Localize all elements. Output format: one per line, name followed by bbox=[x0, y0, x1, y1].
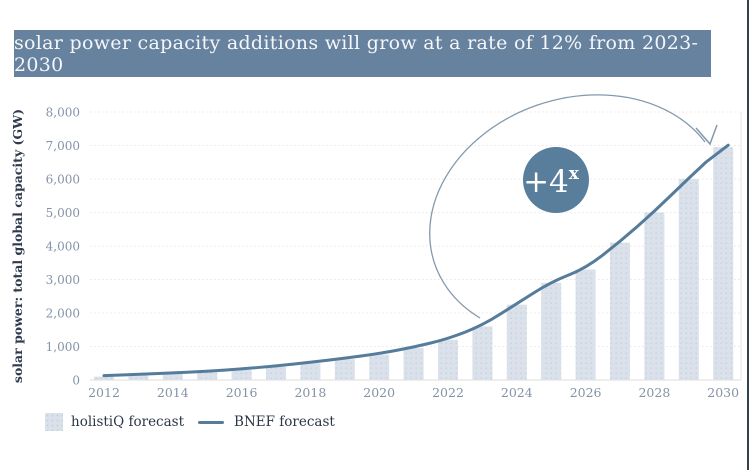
bar-2013 bbox=[128, 375, 149, 380]
x-tick-label: 2030 bbox=[707, 385, 739, 400]
y-tick-label: 6,000 bbox=[46, 173, 80, 187]
bar-2030 bbox=[713, 147, 734, 380]
growth-badge-circle bbox=[523, 147, 589, 213]
legend-item-holistiq: holistiQ forecast bbox=[45, 413, 184, 431]
x-tick-label: 2014 bbox=[157, 385, 189, 400]
bar-2023 bbox=[472, 326, 493, 380]
y-axis-title: solar power: total global capacity (GW) bbox=[10, 109, 25, 383]
x-tick-label: 2024 bbox=[501, 385, 533, 400]
bar-2024 bbox=[506, 304, 527, 380]
chart-svg: 0 1,000 2,000 3,000 4,000 5,000 6,000 7,000 8,00… bbox=[10, 94, 742, 400]
chart-area: 0 1,000 2,000 3,000 4,000 5,000 6,000 7,000 8,00… bbox=[0, 92, 752, 422]
window-right-border bbox=[747, 0, 749, 470]
chart-title-banner: solar power capacity additions will grow… bbox=[14, 30, 711, 77]
bar-2028 bbox=[644, 212, 665, 380]
chart-title: solar power capacity additions will grow… bbox=[14, 31, 699, 76]
x-tick-label: 2028 bbox=[638, 385, 670, 400]
growth-badge-label: +4x bbox=[523, 164, 580, 200]
y-tick-label: 1,000 bbox=[46, 340, 80, 354]
legend-item-bnef: BNEF forecast bbox=[198, 414, 335, 430]
bar-swatch-icon bbox=[45, 413, 63, 431]
bar-2014 bbox=[162, 373, 183, 380]
y-tick-label: 0 bbox=[72, 374, 80, 388]
bar-2026 bbox=[575, 269, 596, 380]
bnef-forecast-line bbox=[102, 143, 730, 378]
x-tick-label: 2016 bbox=[226, 385, 258, 400]
bar-2018 bbox=[300, 363, 321, 380]
x-tick-label: 2018 bbox=[294, 385, 326, 400]
x-tick-label: 2022 bbox=[432, 385, 464, 400]
legend-label-holistiq: holistiQ forecast bbox=[71, 414, 185, 430]
y-tick-label: 5,000 bbox=[46, 206, 80, 220]
bar-2027 bbox=[610, 242, 630, 380]
chart-legend: holistiQ forecast BNEF forecast bbox=[45, 413, 335, 431]
bar-2029 bbox=[678, 179, 699, 380]
y-tick-label: 4,000 bbox=[46, 240, 80, 254]
bar-2021 bbox=[403, 348, 424, 380]
bar-2019 bbox=[334, 359, 355, 380]
bar-2017 bbox=[266, 366, 286, 380]
bar-2015 bbox=[197, 372, 218, 380]
bar-2012 bbox=[94, 376, 114, 380]
bar-2025 bbox=[541, 282, 562, 380]
bar-2022 bbox=[438, 339, 458, 380]
arrowhead-icon bbox=[695, 124, 718, 146]
bar-2020 bbox=[369, 354, 390, 380]
growth-arc-annotation bbox=[429, 94, 706, 319]
line-swatch-icon bbox=[198, 420, 225, 424]
y-tick-label: 3,000 bbox=[46, 273, 80, 287]
y-tick-label: 7,000 bbox=[46, 139, 80, 153]
x-tick-label: 2012 bbox=[88, 385, 120, 400]
legend-label-bnef: BNEF forecast bbox=[234, 414, 335, 430]
x-tick-label: 2020 bbox=[363, 385, 395, 400]
y-tick-label: 2,000 bbox=[46, 307, 80, 321]
y-tick-label: 8,000 bbox=[46, 106, 80, 120]
x-tick-label: 2026 bbox=[570, 385, 602, 400]
bar-2016 bbox=[231, 369, 252, 380]
